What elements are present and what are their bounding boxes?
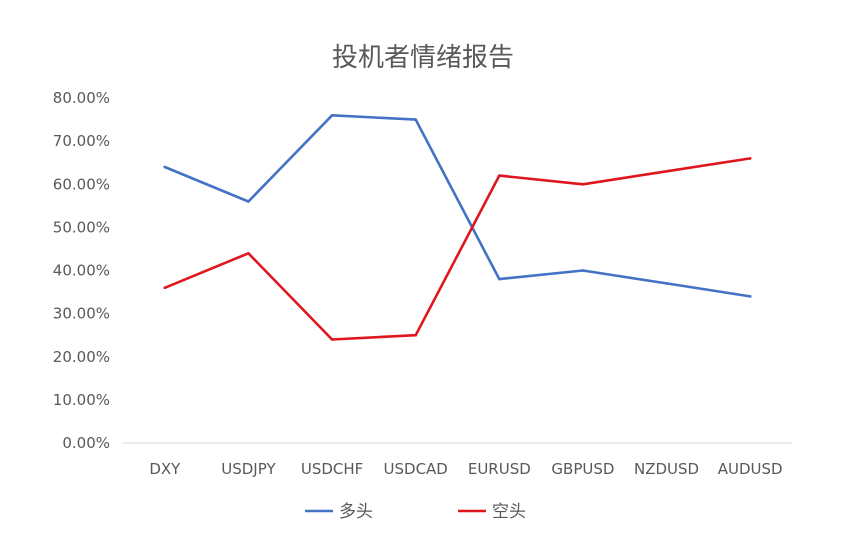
x-tick-label: EURUSD [468, 460, 531, 478]
x-tick-label: USDCAD [384, 460, 448, 478]
y-tick-label: 20.00% [53, 348, 110, 366]
data-point [163, 165, 167, 169]
data-point [748, 157, 752, 160]
y-tick-label: 40.00% [53, 262, 110, 280]
data-point [665, 282, 668, 285]
data-point [581, 182, 585, 186]
x-tick-label: DXY [149, 460, 181, 478]
x-tick-label: NZDUSD [634, 460, 699, 478]
x-tick-label: USDCHF [301, 460, 363, 478]
y-tick-label: 10.00% [53, 391, 110, 409]
legend-label: 多头 [339, 502, 373, 522]
legend-item: 空头 [458, 502, 526, 522]
data-point [330, 113, 334, 117]
data-point [163, 286, 167, 290]
y-axis: 0.00% 10.00% 20.00% 30.00% 40.00% 50.00% 60.00… [53, 89, 110, 452]
data-point [247, 251, 250, 255]
y-tick-label: 0.00% [62, 434, 110, 452]
y-tick-label: 30.00% [53, 305, 110, 323]
y-tick-label: 80.00% [53, 89, 110, 107]
y-tick-label: 70.00% [53, 132, 110, 150]
y-tick-label: 60.00% [53, 175, 110, 193]
data-point [498, 174, 501, 177]
series-layer [163, 113, 752, 341]
legend: 多头 空头 [305, 502, 526, 522]
chart-title: 投机者情绪报告 [332, 43, 514, 73]
series-1 [163, 113, 752, 298]
x-axis: DXY USDJPY USDCHF USDCAD EURUSD GBPUSD NZDUSD A… [149, 460, 782, 478]
data-point [414, 118, 417, 121]
series-2 [163, 157, 752, 341]
data-point [247, 200, 250, 203]
x-tick-label: AUDUSD [718, 460, 783, 478]
data-point [330, 338, 334, 341]
data-point [414, 333, 417, 337]
x-tick-label: USDJPY [221, 460, 276, 478]
data-point [748, 295, 752, 298]
data-point [665, 170, 668, 173]
x-tick-label: GBPUSD [551, 460, 614, 478]
series-line [163, 157, 752, 341]
data-point [581, 269, 585, 272]
legend-label: 空头 [492, 502, 526, 522]
data-point [498, 277, 501, 281]
legend-item: 多头 [305, 502, 373, 522]
y-tick-label: 50.00% [53, 218, 110, 236]
series-line [163, 114, 752, 298]
